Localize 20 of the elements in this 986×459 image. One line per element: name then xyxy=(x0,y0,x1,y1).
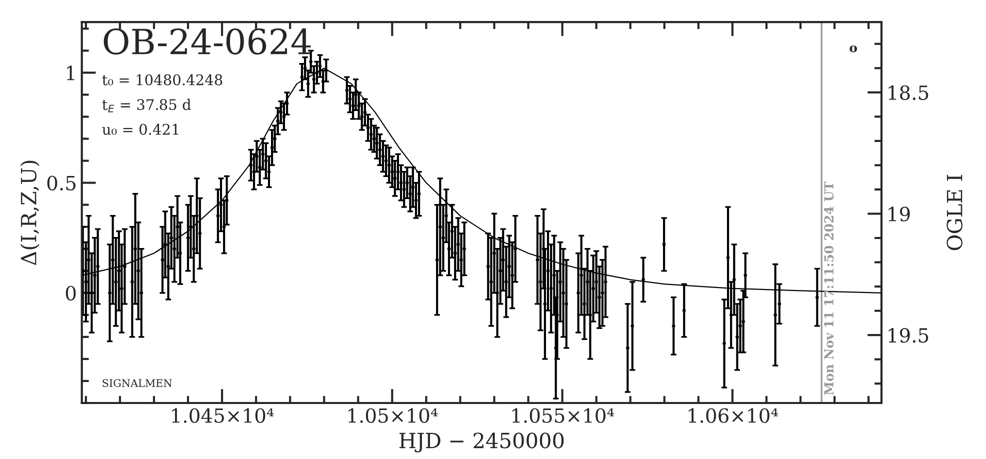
annotation: SIGNALMEN xyxy=(102,379,172,387)
y2-tick-label: 19 xyxy=(888,206,910,222)
y-tick-label: 0 xyxy=(66,286,76,301)
x-tick-label: 1.06×10⁴ xyxy=(688,408,778,423)
x-axis-title: HJD − 2450000 xyxy=(399,432,564,452)
y-tick-label: 1 xyxy=(66,66,74,80)
x-tick-label: 1.045×10⁴ xyxy=(172,408,274,423)
y2-axis-title: OGLE I xyxy=(946,174,962,250)
y-tick-label: 0.5 xyxy=(47,176,76,190)
y2-tick-label: 19.5 xyxy=(888,328,928,343)
x-tick-label: 1.05×10⁴ xyxy=(348,408,438,423)
x-tick-label: 1.055×10⁴ xyxy=(512,408,614,423)
y-axis-title: Δ(I,R,Z,U) xyxy=(20,160,40,266)
chart-title: OB-24-0624 xyxy=(104,28,311,55)
annotation: t₀ = 10480.4248 xyxy=(102,74,222,86)
annotation: o xyxy=(850,45,857,52)
annotation: t$_{E}$ = 37.85 d xyxy=(102,98,191,112)
y2-tick-label: 18.5 xyxy=(888,85,928,100)
annotation: Mon Nov 11 17:11:50 2024 UT xyxy=(824,182,834,395)
annotation: u₀ = 0.421 xyxy=(102,124,178,135)
